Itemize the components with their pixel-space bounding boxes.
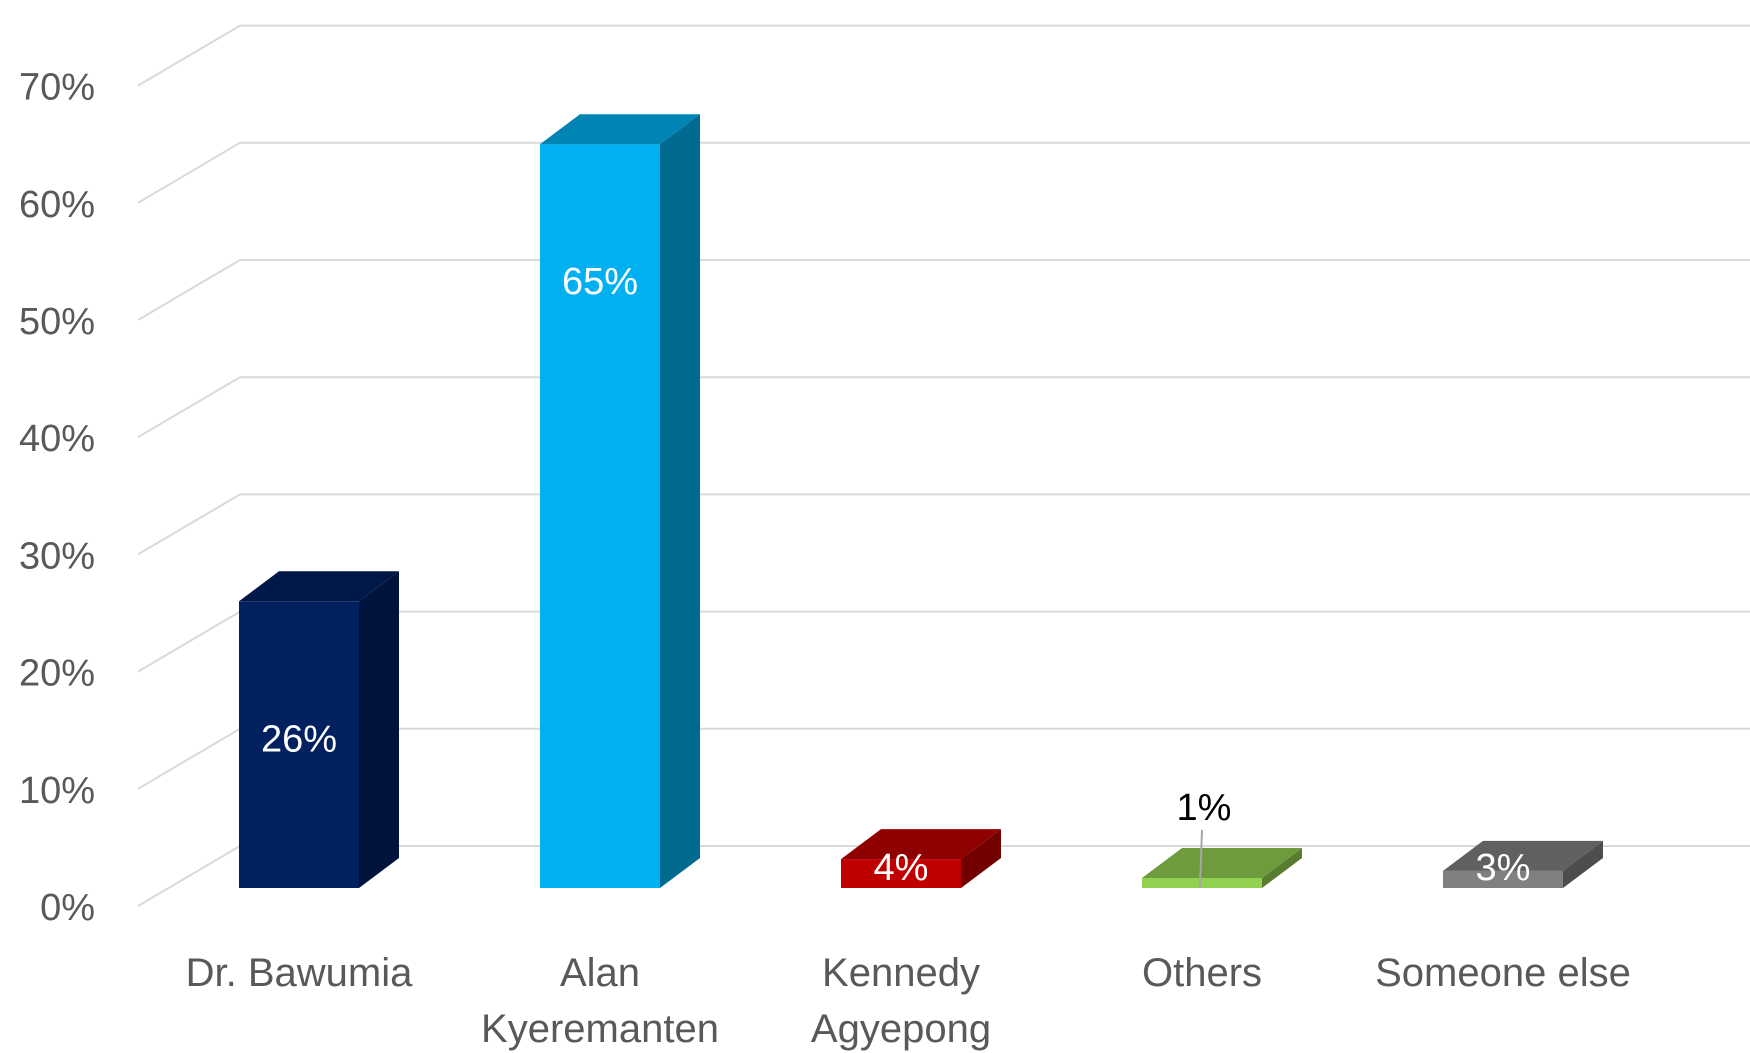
label-leader-line	[1199, 829, 1203, 889]
x-category-label: Kennedy	[822, 951, 980, 995]
y-tick-label: 20%	[19, 653, 95, 695]
bar-someone-else	[1443, 840, 1603, 888]
gridline-diagonal	[137, 141, 241, 204]
gridline-diagonal	[137, 727, 241, 790]
data-label: 1%	[1177, 787, 1232, 829]
bar-top	[1142, 848, 1302, 878]
data-labels: 26% 65% 4% 1% 3%	[261, 261, 1530, 889]
gridlines	[137, 24, 1750, 907]
bar-alan-kyeremanten	[540, 114, 700, 888]
y-tick-label: 30%	[19, 535, 95, 577]
y-axis-ticks: 0% 10% 20% 30% 40% 50% 60% 70%	[19, 67, 95, 929]
bar-dr-bawumia	[239, 571, 399, 888]
bar-side	[359, 571, 399, 888]
data-label: 4%	[874, 847, 929, 889]
data-label: 65%	[562, 261, 638, 303]
gridline-diagonal	[137, 259, 241, 321]
bar-top	[239, 571, 399, 602]
data-label: 26%	[261, 718, 337, 760]
data-label: 3%	[1476, 847, 1531, 889]
bar-top	[540, 114, 700, 145]
y-tick-label: 60%	[19, 184, 95, 226]
x-axis-categories: Dr. Bawumia Alan Kyeremanten Kennedy Agyepon…	[186, 951, 1631, 1051]
x-category-label: Dr. Bawumia	[186, 951, 413, 995]
x-category-label: Others	[1142, 951, 1262, 995]
bar-side	[961, 829, 1001, 888]
bars	[239, 114, 1603, 888]
y-tick-label: 50%	[19, 301, 95, 343]
bar-top	[841, 829, 1001, 860]
gridline-diagonal	[137, 610, 241, 673]
y-tick-label: 40%	[19, 418, 95, 460]
y-tick-label: 10%	[19, 770, 95, 812]
gridline-diagonal	[137, 493, 241, 556]
bar-side	[1262, 848, 1302, 888]
gridline-diagonal	[137, 376, 241, 439]
bar-front	[540, 144, 660, 888]
bar-front	[841, 859, 961, 888]
bar-top	[1443, 840, 1603, 871]
gridline-diagonal	[137, 24, 241, 87]
bar-others	[1142, 848, 1302, 888]
x-category-label: Alan	[560, 951, 640, 995]
y-tick-label: 0%	[40, 887, 95, 929]
gridline-diagonal	[137, 845, 241, 907]
x-category-label: Someone else	[1375, 951, 1631, 995]
bar-side	[1563, 840, 1603, 888]
bar-front	[1443, 870, 1563, 888]
bar-kennedy-agyepong	[841, 829, 1001, 888]
bar-front	[1142, 878, 1262, 888]
x-category-label: Agyepong	[811, 1007, 991, 1051]
y-tick-label: 70%	[19, 67, 95, 109]
bar-side	[660, 114, 700, 888]
x-category-label: Kyeremanten	[481, 1007, 719, 1051]
bar-front	[239, 601, 359, 888]
